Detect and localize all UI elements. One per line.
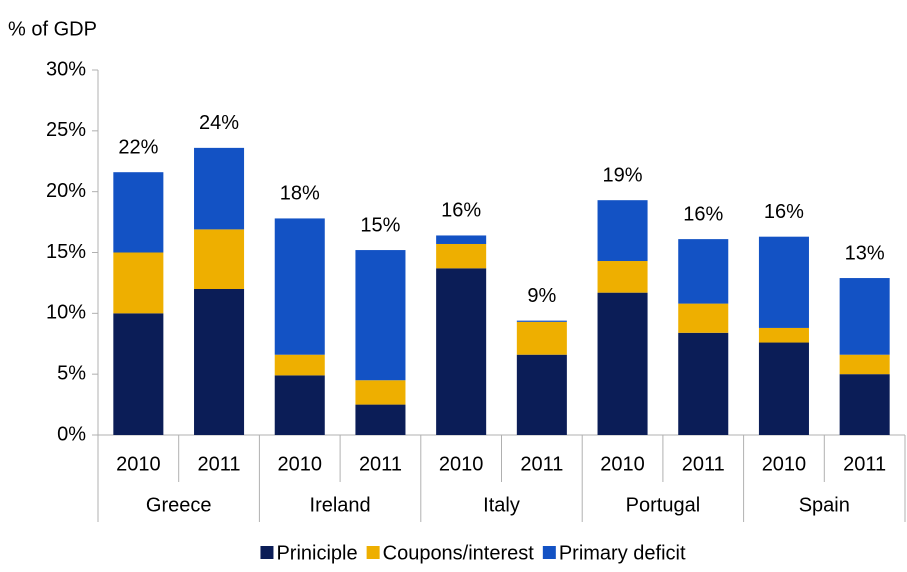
- x-tick-label: 2011: [359, 453, 402, 475]
- bar-segment: [274, 354, 325, 376]
- y-tick-label: 25%: [46, 119, 86, 141]
- bar-segment: [113, 313, 164, 435]
- legend-swatch: [366, 546, 380, 559]
- group-label: Ireland: [310, 494, 371, 516]
- total-label: 19%: [603, 164, 643, 186]
- y-tick-label: 10%: [46, 302, 86, 324]
- x-tick-label: 2010: [762, 453, 807, 475]
- bar-segment: [113, 252, 164, 314]
- group-label: Greece: [146, 494, 212, 516]
- bar-segment: [113, 172, 164, 253]
- bar-segment: [678, 239, 729, 304]
- y-axis-title: % of GDP: [8, 18, 97, 40]
- x-tick-label: 2011: [520, 453, 563, 475]
- bar-segment: [516, 354, 567, 435]
- legend-label: Primary deficit: [559, 542, 686, 564]
- total-label: 9%: [527, 285, 556, 307]
- bar-segment: [194, 289, 245, 435]
- legend-swatch: [542, 546, 556, 559]
- bar-segment: [516, 320, 567, 322]
- legend-label: Coupons/interest: [383, 542, 535, 564]
- bar-segment: [274, 218, 325, 355]
- bar-segment: [436, 268, 487, 435]
- bar-segment: [274, 375, 325, 435]
- bar-segment: [597, 292, 648, 435]
- group-label: Italy: [483, 494, 520, 516]
- bar-segment: [597, 200, 648, 262]
- y-tick-label: 15%: [46, 241, 86, 263]
- bar-segment: [839, 374, 890, 435]
- y-tick-label: 20%: [46, 180, 86, 202]
- x-tick-label: 2011: [198, 453, 241, 475]
- bar-segment: [758, 342, 809, 435]
- y-tick-label: 0%: [57, 423, 86, 445]
- x-tick-label: 2010: [116, 453, 161, 475]
- x-tick-label: 2010: [600, 453, 645, 475]
- x-tick-label: 2010: [439, 453, 484, 475]
- total-label: 13%: [845, 242, 885, 264]
- bar-segment: [678, 332, 729, 435]
- total-label: 16%: [683, 203, 723, 225]
- bar-segment: [194, 147, 245, 230]
- bar-segment: [355, 404, 406, 435]
- x-tick-label: 2011: [843, 453, 886, 475]
- total-label: 15%: [360, 214, 400, 236]
- bar-segment: [678, 303, 729, 333]
- bar-segment: [516, 321, 567, 355]
- group-label: Spain: [799, 494, 850, 516]
- bar-segment: [839, 278, 890, 355]
- bar-segment: [355, 380, 406, 405]
- group-label: Portugal: [626, 494, 701, 516]
- bar-segment: [436, 243, 487, 269]
- bar-segment: [758, 236, 809, 328]
- total-label: 16%: [764, 201, 804, 223]
- total-label: 24%: [199, 112, 239, 134]
- bar-segment: [194, 229, 245, 289]
- bar-segment: [597, 261, 648, 293]
- total-label: 22%: [118, 136, 158, 158]
- legend-label: Priniciple: [276, 542, 357, 564]
- bar-segment: [436, 235, 487, 244]
- y-tick-label: 30%: [46, 58, 86, 80]
- x-tick-label: 2011: [682, 453, 725, 475]
- total-label: 18%: [280, 183, 320, 205]
- bar-segment: [355, 250, 406, 381]
- y-tick-label: 5%: [57, 362, 86, 384]
- x-tick-label: 2010: [278, 453, 323, 475]
- legend-swatch: [260, 546, 274, 559]
- bar-segment: [839, 354, 890, 375]
- bar-segment: [758, 327, 809, 343]
- total-label: 16%: [441, 200, 481, 222]
